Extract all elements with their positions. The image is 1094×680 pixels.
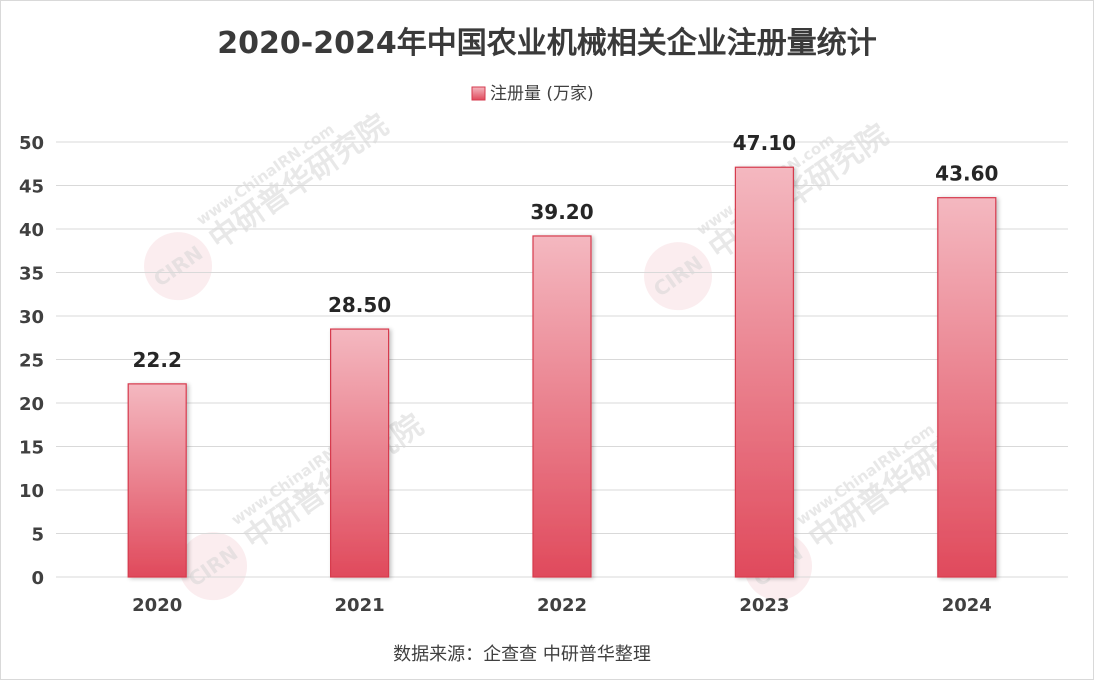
x-tick-label-2024: 2024 bbox=[942, 595, 992, 616]
bar-2020 bbox=[127, 383, 187, 578]
x-tick-label-2021: 2021 bbox=[335, 595, 385, 616]
y-tick-label: 45 bbox=[19, 177, 44, 198]
watermark-logo bbox=[644, 242, 713, 311]
data-labels: 22.2 28.50 39.20 47.10 43.60 bbox=[133, 131, 999, 372]
y-tick-label: 40 bbox=[19, 220, 44, 241]
y-tick-label: 0 bbox=[31, 568, 44, 589]
bar-2021 bbox=[330, 328, 390, 578]
bar-2024 bbox=[937, 197, 997, 578]
data-label-2022: 39.20 bbox=[530, 200, 593, 224]
data-label-2024: 43.60 bbox=[935, 162, 998, 186]
y-axis-tick-labels: 0 5 10 15 20 25 30 35 40 45 50 bbox=[19, 133, 44, 589]
watermark-logo bbox=[144, 232, 213, 301]
bar-series bbox=[127, 166, 997, 578]
watermark-brand: 中研普华研究院 bbox=[203, 108, 395, 257]
watermark-logo bbox=[179, 532, 248, 601]
y-tick-label: 15 bbox=[19, 438, 44, 459]
data-label-2020: 22.2 bbox=[133, 348, 182, 372]
y-tick-label: 20 bbox=[19, 394, 44, 415]
legend-label: 注册量 (万家) bbox=[490, 84, 594, 104]
bar-2023 bbox=[734, 166, 795, 578]
y-tick-label: 35 bbox=[19, 264, 44, 285]
x-tick-label-2022: 2022 bbox=[537, 595, 587, 616]
data-label-2023: 47.10 bbox=[733, 131, 796, 155]
data-label-2021: 28.50 bbox=[328, 293, 391, 317]
legend-swatch bbox=[471, 86, 486, 101]
y-tick-label: 10 bbox=[19, 481, 44, 502]
y-tick-label: 50 bbox=[19, 133, 44, 154]
x-axis-tick-labels: 2020 2021 2022 2023 2024 bbox=[132, 595, 992, 616]
y-tick-label: 30 bbox=[19, 307, 44, 328]
bar-2022 bbox=[532, 235, 592, 578]
y-tick-label: 5 bbox=[31, 525, 44, 546]
y-tick-label: 25 bbox=[19, 351, 44, 372]
chart-title: 2020-2024年中国农业机械相关企业注册量统计 bbox=[217, 26, 876, 61]
x-tick-label-2020: 2020 bbox=[132, 595, 182, 616]
source-note: 数据来源：企查查 中研普华整理 bbox=[393, 644, 651, 665]
x-tick-label-2023: 2023 bbox=[739, 595, 789, 616]
legend: 注册量 (万家) bbox=[471, 84, 594, 104]
watermark-brand: 中研普华研究院 bbox=[703, 118, 895, 267]
